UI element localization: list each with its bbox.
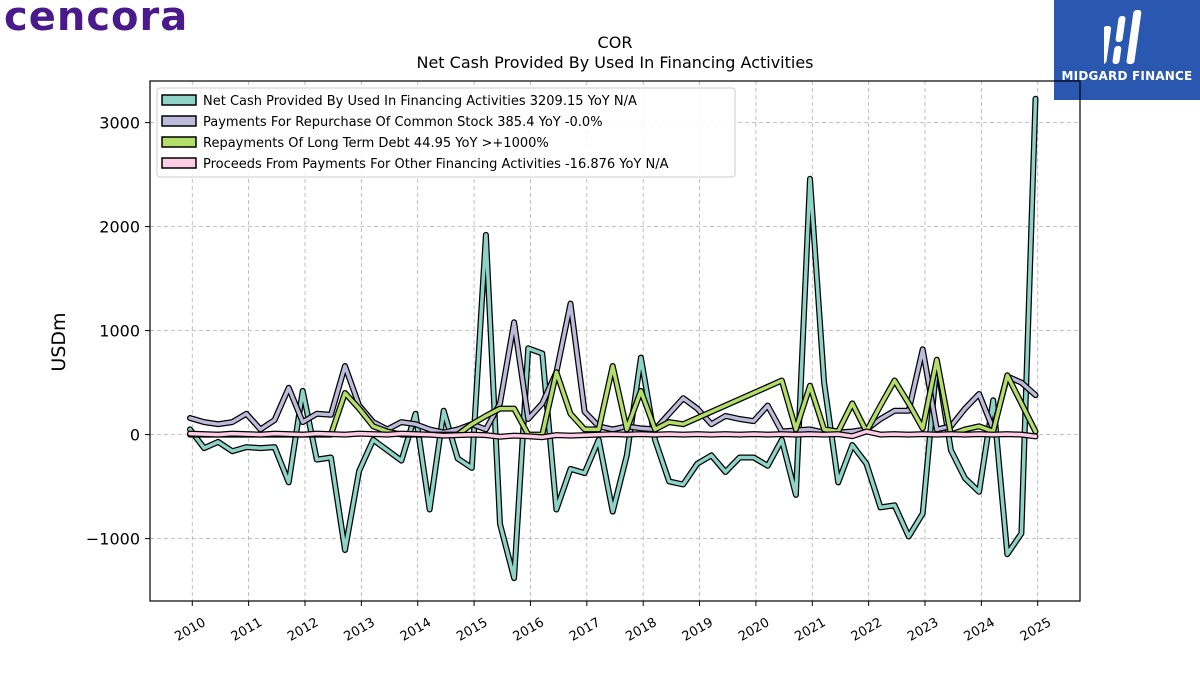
- x-tick-label: 2016: [511, 615, 547, 645]
- legend-label-1: Net Cash Provided By Used In Financing A…: [203, 94, 637, 109]
- x-tick-label: 2021: [792, 615, 828, 645]
- x-tick-label: 2019: [680, 615, 716, 645]
- x-tick-label: 2010: [172, 615, 208, 645]
- series-line-1: [188, 96, 1038, 580]
- x-tick-label: 2014: [398, 615, 434, 645]
- midgard-mark-icon: [1104, 10, 1142, 64]
- series-line-2: [188, 301, 1038, 435]
- x-tick-label: 2018: [623, 615, 659, 645]
- legend-swatch-2: [161, 115, 197, 127]
- x-tick-label: 2023: [905, 615, 941, 645]
- plot-frame: [149, 80, 1081, 602]
- cencora-logo: cencora: [4, 0, 189, 40]
- legend-swatch-1: [161, 94, 197, 106]
- x-tick-label: 2024: [962, 615, 998, 645]
- y-tick-label: −1000: [86, 530, 140, 549]
- x-tick-label: 2025: [1018, 615, 1054, 645]
- y-tick-label: 2000: [99, 218, 140, 237]
- legend-swatch-4: [161, 157, 197, 169]
- legend-box: [156, 87, 736, 178]
- x-tick-label: 2017: [567, 615, 603, 645]
- midgard-finance-label: MIDGARD FINANCE: [1061, 69, 1193, 83]
- legend-label-3: Repayments Of Long Term Debt 44.95 YoY >…: [203, 136, 549, 151]
- x-tick-label: 2022: [849, 615, 885, 645]
- legend-label-2: Payments For Repurchase Of Common Stock …: [203, 115, 603, 130]
- y-tick-label: 0: [130, 426, 140, 445]
- y-axis-label: USDm: [48, 312, 70, 371]
- series-line-3: [188, 357, 1038, 437]
- midgard-finance-logo: MIDGARD FINANCE: [1054, 0, 1200, 100]
- chart-subtitle: Net Cash Provided By Used In Financing A…: [416, 53, 813, 72]
- series-line-4: [188, 429, 1038, 439]
- x-tick-label: 2020: [736, 615, 772, 645]
- x-tick-label: 2011: [229, 615, 265, 645]
- x-tick-label: 2013: [342, 615, 378, 645]
- series-lines: [187, 95, 1039, 582]
- legend: Net Cash Provided By Used In Financing A…: [156, 87, 736, 178]
- y-tick-label: 3000: [99, 114, 140, 133]
- y-tick-label: 1000: [99, 322, 140, 341]
- chart-title: COR: [598, 33, 633, 52]
- x-tick-label: 2012: [285, 615, 321, 645]
- axes: −1000 0 1000 2000 3000 2010 2011 2012 2013 2014 20…: [86, 114, 1054, 645]
- legend-swatch-3: [161, 136, 197, 148]
- x-tick-label: 2015: [454, 615, 490, 645]
- legend-label-4: Proceeds From Payments For Other Financi…: [203, 157, 669, 172]
